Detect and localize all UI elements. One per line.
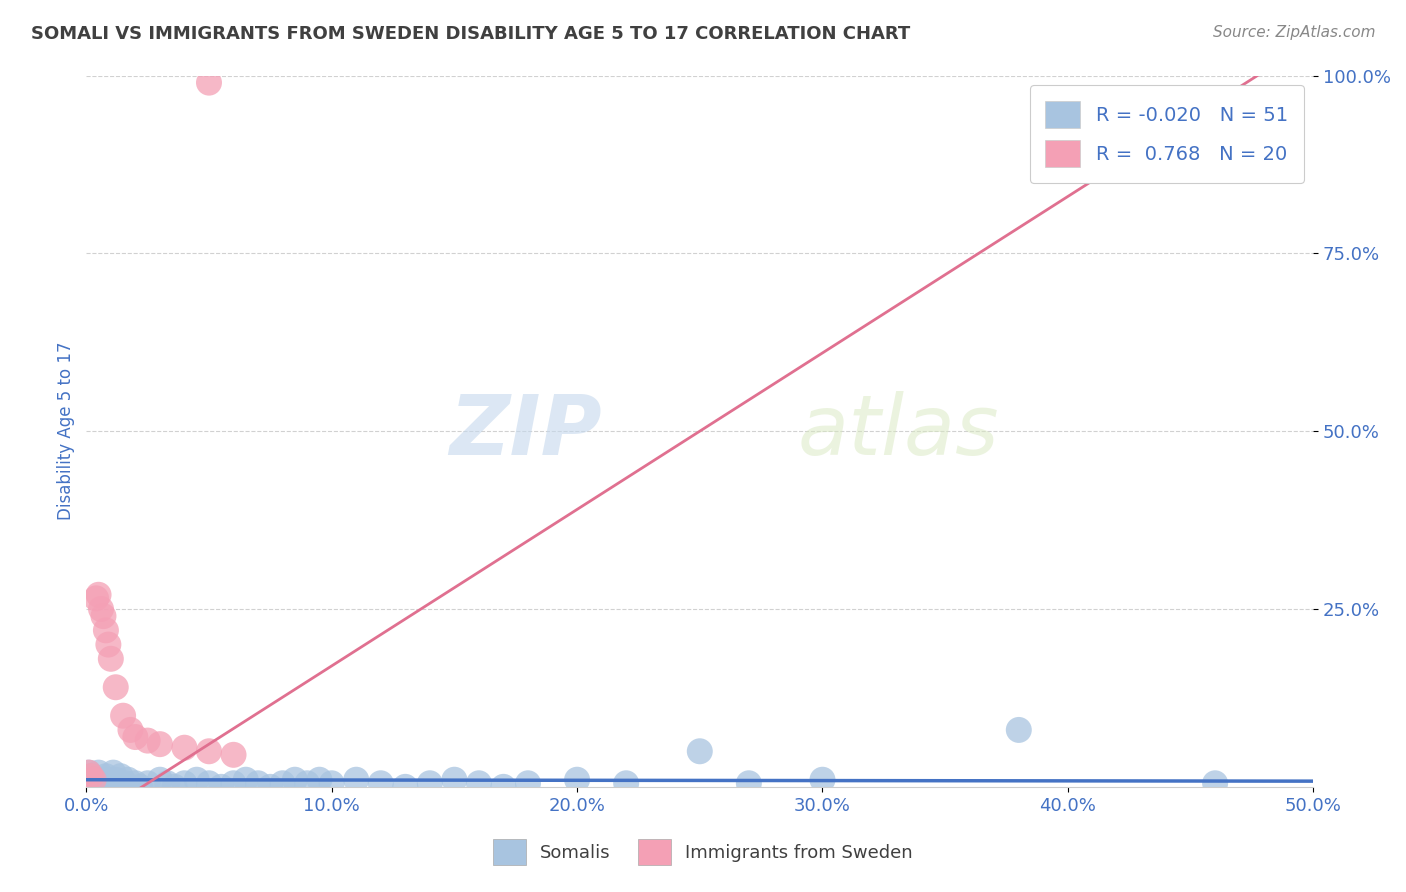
Point [1204, 776, 1226, 790]
Legend: R = -0.020   N = 51, R =  0.768   N = 20: R = -0.020 N = 51, R = 0.768 N = 20 [1029, 86, 1303, 183]
Point [295, 776, 318, 790]
Point [120, 723, 142, 737]
Point [112, 708, 135, 723]
Text: SOMALI VS IMMIGRANTS FROM SWEDEN DISABILITY AGE 5 TO 17 CORRELATION CHART: SOMALI VS IMMIGRANTS FROM SWEDEN DISABIL… [31, 25, 910, 43]
Point [1008, 723, 1031, 737]
Point [344, 772, 367, 787]
Point [107, 776, 129, 790]
Point [100, 652, 122, 666]
Point [259, 780, 281, 794]
Point [90, 602, 112, 616]
Point [222, 776, 245, 790]
Point [370, 776, 392, 790]
Point [689, 744, 711, 758]
Point [112, 780, 135, 794]
Point [186, 772, 208, 787]
Point [124, 730, 146, 744]
Point [419, 776, 441, 790]
Point [94, 769, 117, 783]
Point [811, 772, 834, 787]
Point [136, 733, 159, 747]
Point [97, 772, 120, 787]
Point [114, 776, 136, 790]
Point [97, 638, 120, 652]
Point [173, 740, 195, 755]
Point [394, 780, 416, 794]
Point [94, 624, 117, 638]
Text: Source: ZipAtlas.com: Source: ZipAtlas.com [1212, 25, 1375, 40]
Point [77, 765, 100, 780]
Point [149, 737, 172, 751]
Point [271, 776, 294, 790]
Point [87, 588, 110, 602]
Point [124, 776, 146, 790]
Point [738, 776, 761, 790]
Point [247, 776, 270, 790]
Point [83, 772, 105, 787]
Point [517, 776, 540, 790]
Point [173, 776, 195, 790]
Point [321, 776, 343, 790]
Point [129, 780, 152, 794]
Text: atlas: atlas [799, 391, 1000, 472]
Point [136, 776, 159, 790]
Point [235, 772, 257, 787]
Point [222, 747, 245, 762]
Point [103, 765, 125, 780]
Point [80, 769, 103, 783]
Y-axis label: Disability Age 5 to 17: Disability Age 5 to 17 [58, 342, 75, 520]
Point [110, 769, 132, 783]
Point [284, 772, 307, 787]
Point [492, 780, 515, 794]
Point [614, 776, 637, 790]
Point [93, 609, 115, 624]
Point [117, 772, 139, 787]
Point [100, 776, 122, 790]
Point [163, 780, 186, 794]
Point [198, 744, 221, 758]
Point [198, 776, 221, 790]
Point [80, 769, 103, 783]
Point [77, 765, 100, 780]
Point [93, 776, 115, 790]
Text: ZIP: ZIP [449, 391, 602, 472]
Point [90, 772, 112, 787]
Legend: Somalis, Immigrants from Sweden: Somalis, Immigrants from Sweden [486, 832, 920, 872]
Point [156, 776, 179, 790]
Point [149, 772, 172, 787]
Point [87, 765, 110, 780]
Point [308, 772, 330, 787]
Point [565, 772, 588, 787]
Point [104, 680, 127, 694]
Point [198, 76, 221, 90]
Point [84, 591, 107, 606]
Point [468, 776, 491, 790]
Point [83, 772, 105, 787]
Point [104, 772, 127, 787]
Point [443, 772, 465, 787]
Point [84, 776, 107, 790]
Point [209, 780, 232, 794]
